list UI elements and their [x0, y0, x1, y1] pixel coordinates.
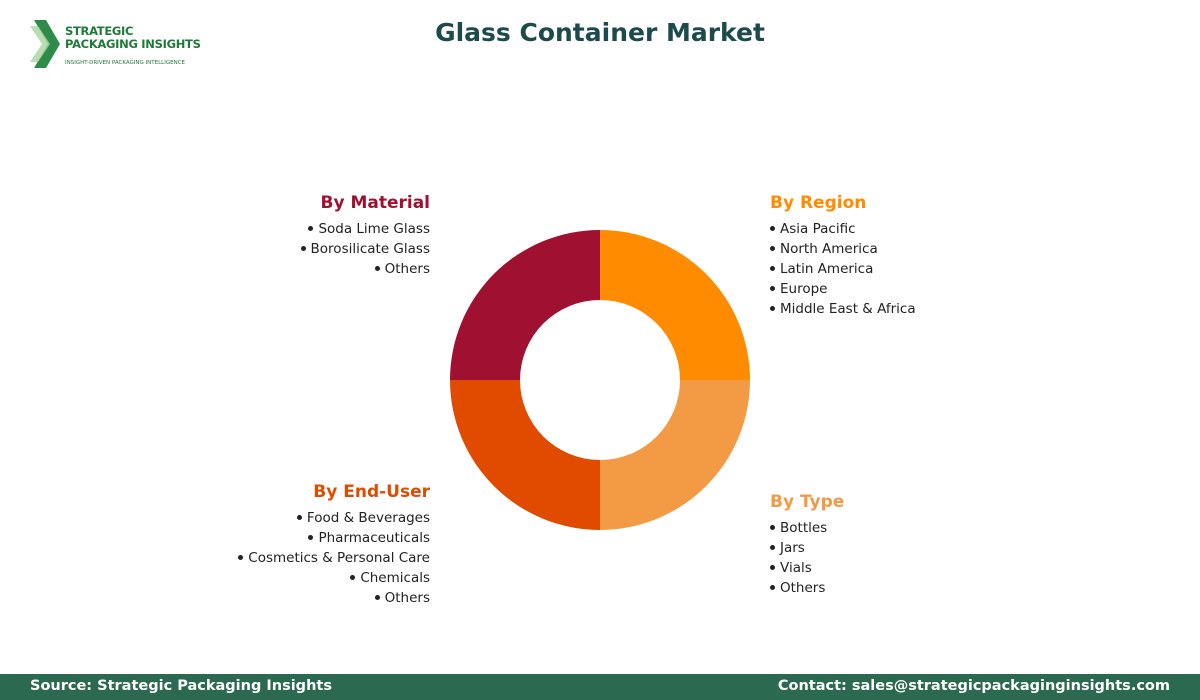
- bullet: [770, 544, 775, 550]
- segment-item: Others: [110, 588, 430, 608]
- item-text: Latin America: [780, 261, 874, 277]
- logo-text: PACKAGING INSIGHTS: [65, 37, 201, 51]
- donut-segment: [600, 230, 750, 380]
- item-text: Asia Pacific: [780, 221, 856, 237]
- segment-item: Jars: [770, 538, 1090, 558]
- bullet: [770, 285, 775, 291]
- footer-bar: Source: Strategic Packaging Insights Con…: [0, 674, 1200, 700]
- bullet: [308, 534, 314, 540]
- bullet: [770, 225, 775, 231]
- item-text: Borosilicate Glass: [310, 241, 430, 257]
- segment-item: Food & Beverages: [110, 508, 430, 528]
- segment-item: Others: [770, 578, 1090, 598]
- segment-heading: By Type: [770, 492, 845, 512]
- item-text: Cosmetics & Personal Care: [248, 550, 430, 566]
- item-text: Others: [780, 580, 826, 596]
- donut-segment: [450, 380, 600, 530]
- segment-heading: By Material: [320, 193, 430, 213]
- bullet: [770, 564, 775, 570]
- bullet: [238, 554, 244, 560]
- bullet: [770, 245, 775, 251]
- bullet: [374, 265, 380, 271]
- bullet: [296, 514, 302, 520]
- segment-item: North America: [770, 239, 1090, 259]
- segment-group: By End-User Food & Beverages Pharmaceutica…: [110, 482, 430, 608]
- segment-item: Pharmaceuticals: [110, 528, 430, 548]
- logo-mark: [30, 20, 60, 68]
- item-text: Chemicals: [360, 570, 430, 586]
- item-text: Bottles: [780, 520, 828, 536]
- segment-heading: By End-User: [313, 482, 430, 502]
- bullet: [770, 305, 775, 311]
- item-text: Others: [384, 261, 430, 277]
- segment-item: Chemicals: [110, 568, 430, 588]
- segment-item: Europe: [770, 279, 1090, 299]
- segment-item: Middle East & Africa: [770, 299, 1090, 319]
- item-text: Vials: [780, 560, 812, 576]
- segment-item: Soda Lime Glass: [110, 219, 430, 239]
- donut-segment: [450, 230, 600, 380]
- donut: [450, 230, 750, 530]
- footer-source: Source: Strategic Packaging Insights: [30, 678, 332, 694]
- footer-contact: Contact: sales@strategicpackaginginsight…: [777, 678, 1170, 694]
- segment-group: By Region Asia Pacific North America Latin …: [770, 193, 1090, 319]
- item-text: Pharmaceuticals: [318, 530, 430, 546]
- bullet: [770, 584, 775, 590]
- bullet: [350, 574, 356, 580]
- logo-tagline: INSIGHT-DRIVEN PACKAGING INTELLIGENCE: [65, 60, 186, 66]
- segment-item: Vials: [770, 558, 1090, 578]
- bullet: [770, 265, 775, 271]
- segment-item: Others: [110, 259, 430, 279]
- item-text: Others: [384, 590, 430, 606]
- segment-group: By Type Bottles Jars Vials Others: [770, 492, 1090, 598]
- bullet: [300, 245, 306, 251]
- segment-item: Latin America: [770, 259, 1090, 279]
- bullet: [374, 594, 380, 600]
- segment-heading: By Region: [770, 193, 867, 213]
- item-text: Middle East & Africa: [780, 301, 916, 317]
- segment-item: Borosilicate Glass: [110, 239, 430, 259]
- item-text: Europe: [780, 281, 828, 297]
- segment-group: By Material Soda Lime Glass Borosilicate G…: [110, 193, 430, 279]
- segment-item: Bottles: [770, 518, 1090, 538]
- segment-item: Asia Pacific: [770, 219, 1090, 239]
- donut-segment: [600, 380, 750, 530]
- item-text: Jars: [780, 540, 805, 556]
- item-text: Soda Lime Glass: [318, 221, 430, 237]
- item-text: Food & Beverages: [306, 510, 430, 526]
- bullet: [308, 225, 314, 231]
- segment-item: Cosmetics & Personal Care: [110, 548, 430, 568]
- bullet: [770, 524, 775, 530]
- title: Glass Container Market: [435, 18, 765, 47]
- logo-text: STRATEGIC: [65, 24, 134, 38]
- item-text: North America: [780, 241, 878, 257]
